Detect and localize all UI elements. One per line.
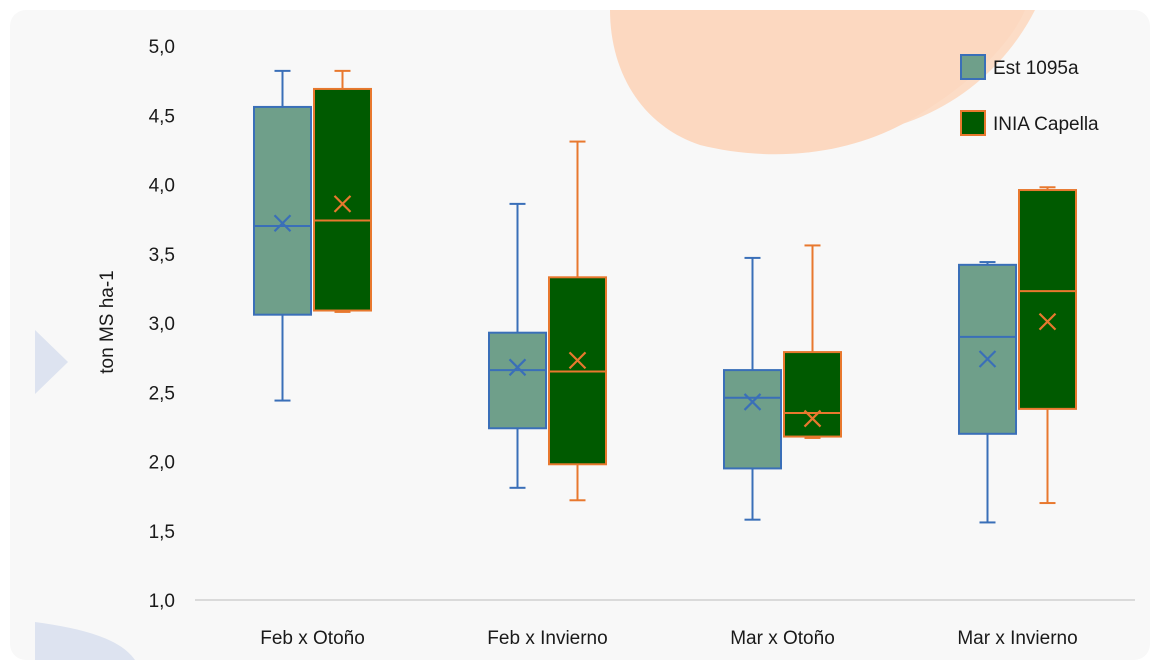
y-tick-label: 2,5 — [149, 383, 175, 404]
chart-card: 1,0 1,5 2,0 2,5 3,0 3,5 4,0 4,5 5,0 Feb x Otoño F… — [10, 10, 1150, 660]
legend-label: Est 1095a — [993, 58, 1079, 79]
box — [313, 69, 372, 313]
box-iqr — [313, 87, 372, 312]
box — [1018, 186, 1077, 505]
box — [783, 244, 842, 439]
x-tick-label: Feb x Invierno — [487, 628, 607, 649]
y-tick-label: 2,0 — [149, 453, 175, 474]
legend: Est 1095a INIA Capella — [960, 54, 1099, 136]
legend-swatch — [960, 110, 986, 136]
mean-marker — [508, 358, 527, 377]
legend-item: Est 1095a — [960, 54, 1079, 80]
mean-marker — [743, 393, 762, 411]
box — [253, 69, 312, 402]
y-tick-label: 3,5 — [149, 245, 175, 266]
box-iqr — [958, 263, 1017, 435]
box-iqr — [488, 331, 547, 430]
x-axis: Feb x Otoño Feb x Invierno Mar x Otoño Mar … — [195, 599, 1135, 649]
mean-marker — [333, 195, 352, 213]
box-iqr — [783, 351, 842, 438]
legend-item: INIA Capella — [960, 110, 1099, 136]
legend-swatch — [960, 54, 986, 80]
legend-label: INIA Capella — [993, 114, 1099, 135]
y-tick-label: 1,5 — [149, 522, 175, 543]
box-iqr — [723, 369, 782, 470]
x-tick-label: Mar x Invierno — [957, 628, 1077, 649]
decorative-bottom-left-shape — [35, 622, 135, 660]
box — [488, 202, 547, 489]
y-tick-label: 4,0 — [149, 176, 175, 197]
y-tick-label: 5,0 — [149, 37, 175, 58]
box-iqr — [253, 105, 312, 316]
mean-marker — [803, 409, 822, 428]
x-tick-label: Mar x Otoño — [730, 628, 835, 649]
mean-marker — [1038, 312, 1057, 331]
mean-marker — [568, 351, 587, 370]
box-iqr — [1018, 189, 1077, 410]
mean-marker — [273, 214, 292, 233]
y-tick-label: 4,5 — [149, 106, 175, 127]
box — [723, 256, 782, 521]
decorative-peach-circle-lower — [610, 10, 1025, 155]
decorative-left-triangle — [35, 330, 68, 394]
box-plot-chart: 1,01,52,02,53,03,54,04,55,0 Feb x Otoño F… — [35, 10, 1135, 660]
y-axis: 1,0 1,5 2,0 2,5 3,0 3,5 4,0 4,5 5,0 — [149, 37, 175, 612]
box — [958, 261, 1017, 524]
y-tick-label: 1,0 — [149, 591, 175, 612]
x-tick-label: Feb x Otoño — [260, 628, 365, 649]
box — [548, 140, 607, 502]
plot-area — [253, 69, 1077, 524]
mean-marker — [978, 350, 997, 368]
y-axis-title: ton MS ha-1 — [97, 270, 118, 374]
y-tick-label: 3,0 — [149, 314, 175, 335]
